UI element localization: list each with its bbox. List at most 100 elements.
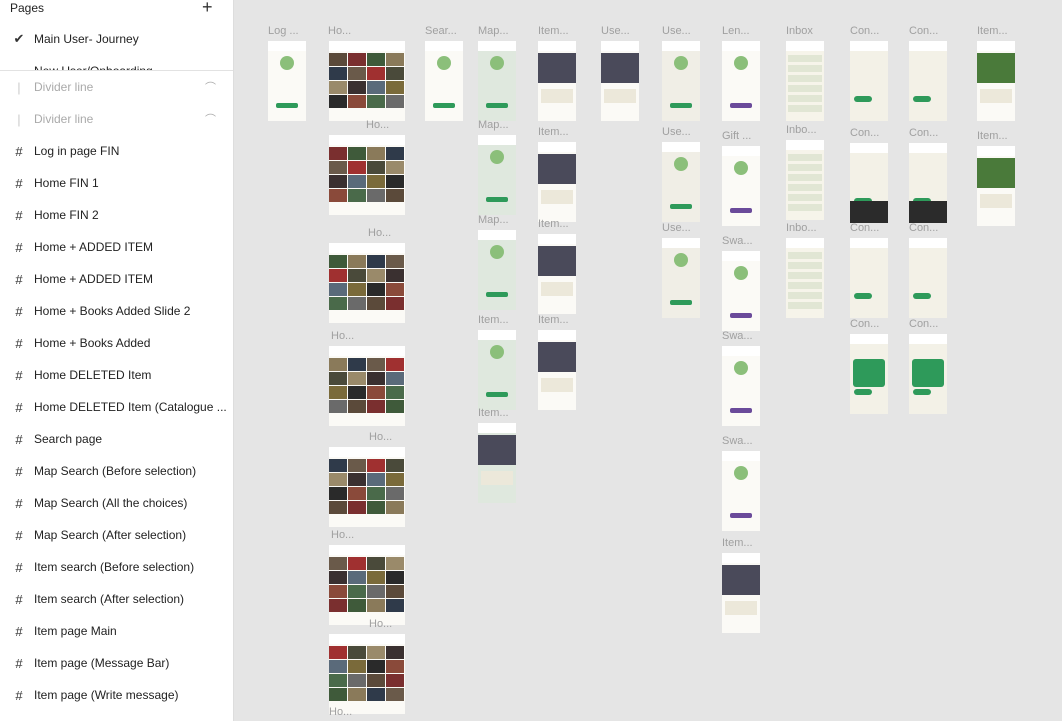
button <box>730 208 752 213</box>
frame-row[interactable]: # Map Search (All the choices) <box>0 487 233 519</box>
frame-row[interactable]: # Home DELETED Item <box>0 359 233 391</box>
photo-tile <box>367 660 385 673</box>
frame-thumbnail[interactable] <box>329 243 405 323</box>
frame-title: Con... <box>850 222 879 234</box>
frame-thumbnail[interactable] <box>538 234 576 314</box>
frame-thumbnail[interactable] <box>786 238 824 318</box>
frame-thumbnail[interactable] <box>329 634 405 714</box>
frame-row[interactable]: # Home + Books Added <box>0 327 233 359</box>
frame-thumbnail[interactable] <box>909 143 947 223</box>
divider-row[interactable]: | Divider line ⌒ <box>0 103 233 135</box>
photo-tile <box>367 599 385 612</box>
page-item[interactable]: ✔ Main User- Journey <box>0 23 233 55</box>
frame-thumbnail[interactable] <box>478 41 516 121</box>
photo-tile <box>348 147 366 160</box>
frame-thumbnail[interactable] <box>786 140 824 220</box>
frame-thumbnail[interactable] <box>909 41 947 121</box>
frame-thumbnail[interactable] <box>478 330 516 410</box>
photo-tile <box>386 297 404 310</box>
frame-thumbnail[interactable] <box>538 41 576 121</box>
frame-row[interactable]: # Item page (Message Bar) <box>0 647 233 679</box>
photo-tile <box>348 175 366 188</box>
frame-thumbnail[interactable] <box>722 41 760 121</box>
frame-thumbnail[interactable] <box>538 142 576 222</box>
photo-tile <box>348 459 366 472</box>
frame-row[interactable]: # Home + ADDED ITEM <box>0 263 233 295</box>
frame-bg <box>268 41 306 121</box>
frame-thumbnail[interactable] <box>977 41 1015 121</box>
frame-thumbnail[interactable] <box>786 41 824 121</box>
frame-thumbnail[interactable] <box>850 41 888 121</box>
frame-row[interactable]: # Home DELETED Item (Catalogue ... <box>0 391 233 423</box>
frame-thumbnail[interactable] <box>329 346 405 426</box>
frame-row[interactable]: # Item search (Before selection) <box>0 551 233 583</box>
frame-row[interactable]: # Home + ADDED ITEM <box>0 231 233 263</box>
frame-row[interactable]: # Item page (Write message) <box>0 679 233 711</box>
frame-thumbnail[interactable] <box>722 346 760 426</box>
frame-row[interactable]: # Map Search (Before selection) <box>0 455 233 487</box>
photo-tile <box>367 372 385 385</box>
frame-thumbnail[interactable] <box>977 146 1015 226</box>
frame-thumbnail[interactable] <box>722 146 760 226</box>
header-bar <box>268 41 306 51</box>
frame-thumbnail[interactable] <box>909 238 947 318</box>
frame-row[interactable]: # Map Search (After selection) <box>0 519 233 551</box>
frame-thumbnail[interactable] <box>909 334 947 414</box>
frame-thumbnail[interactable] <box>722 553 760 633</box>
frame-title: Ho... <box>368 227 391 239</box>
frame-label: Home FIN 2 <box>34 208 99 222</box>
frame-thumbnail[interactable] <box>850 334 888 414</box>
photo <box>538 53 576 83</box>
frame-thumbnail[interactable] <box>478 135 516 215</box>
frame-thumbnail[interactable] <box>662 41 700 121</box>
photo-tile <box>386 53 404 66</box>
frame-row[interactable]: # Log in page FIN <box>0 135 233 167</box>
frame-thumbnail[interactable] <box>478 230 516 310</box>
frame-row[interactable]: # Home FIN 1 <box>0 167 233 199</box>
text-block <box>980 194 1012 208</box>
inbox-row <box>788 75 822 82</box>
frame-thumbnail[interactable] <box>722 451 760 531</box>
add-page-button[interactable]: + <box>202 0 213 17</box>
photo-tile <box>348 487 366 500</box>
frame-thumbnail[interactable] <box>329 447 405 527</box>
page-item[interactable]: New User/Onboarding <box>0 55 233 70</box>
frame-label: Home DELETED Item <box>34 368 152 382</box>
frame-row[interactable]: # Home + Books Added Slide 2 <box>0 295 233 327</box>
divider-row[interactable]: | Divider line ⌒ <box>0 71 233 103</box>
photo-tile <box>329 372 347 385</box>
frame-thumbnail[interactable] <box>662 142 700 222</box>
frame-thumbnail[interactable] <box>329 41 405 121</box>
frame-thumbnail[interactable] <box>662 238 700 318</box>
button <box>730 313 752 318</box>
frame-title: Ho... <box>366 119 389 131</box>
frame-thumbnail[interactable] <box>425 41 463 121</box>
frame-thumbnail[interactable] <box>850 238 888 318</box>
frame-thumbnail[interactable] <box>850 143 888 223</box>
header-bar <box>977 41 1015 51</box>
frame-thumbnail[interactable] <box>478 423 516 503</box>
inbox-row <box>788 272 822 279</box>
text-block <box>541 190 573 204</box>
frame-icon: # <box>15 655 23 671</box>
frame-thumbnail[interactable] <box>538 330 576 410</box>
inbox-row <box>788 65 822 72</box>
frame-thumbnail[interactable] <box>722 251 760 331</box>
frame-row[interactable]: # Home FIN 2 <box>0 199 233 231</box>
photo-tile <box>348 400 366 413</box>
frame-thumbnail[interactable] <box>329 135 405 215</box>
logo <box>490 150 504 164</box>
frame-row[interactable]: # Search page <box>0 423 233 455</box>
photo-tile <box>329 255 347 268</box>
frame-row[interactable]: # Item search (After selection) <box>0 583 233 615</box>
photo-tile <box>329 660 347 673</box>
frame-thumbnail[interactable] <box>268 41 306 121</box>
photo-tile <box>367 358 385 371</box>
header-bar <box>909 41 947 51</box>
frame-row[interactable]: # Item page Main <box>0 615 233 647</box>
keyboard <box>850 201 888 223</box>
frame-label: Item page (Write message) <box>34 688 179 702</box>
frame-icon: # <box>15 495 23 511</box>
frame-thumbnail[interactable] <box>601 41 639 121</box>
frame-thumbnail[interactable] <box>329 545 405 625</box>
